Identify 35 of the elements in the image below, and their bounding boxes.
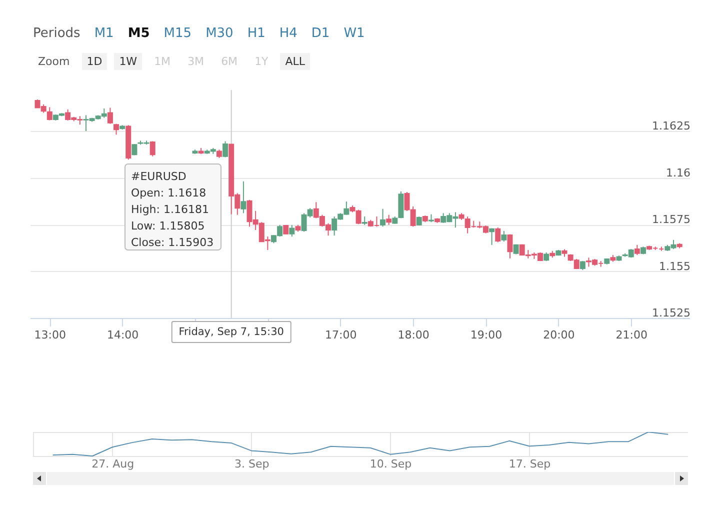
text: M30 [206,26,234,41]
x-tick-label: 17:00 [325,328,357,342]
text: 1D [82,53,108,70]
text: Zoom [37,54,71,70]
text: ALL [280,53,310,70]
y-tick-label: 1.155 [659,260,690,273]
annotation: High: 1.16181 [131,203,209,216]
y-tick-label: 1.1525 [652,306,690,320]
text: H4 [279,26,298,41]
x-tick-label: 14:00 [106,328,139,342]
x-tick-label: 10. Sep [370,458,412,470]
x-tick-label: 17. Sep [508,458,551,470]
text: M1 [94,26,114,41]
text: H1 [247,26,266,41]
annotation: #EURUSD [131,170,186,183]
annotation: Open: 1.1618 [131,186,206,200]
x-tick-label: 13:00 [34,328,66,342]
ref-line-label: Friday, Sep 7, 15:30 [172,321,291,343]
text: M5 [128,26,150,41]
x-tick-label: 3. Sep [234,458,270,470]
annotation: Low: 1.15805 [131,220,205,232]
text: M15 [164,26,192,41]
x-tick-label: 18:00 [398,328,430,342]
x-tick-label: 21:00 [616,328,648,342]
y-tick-label: 1.1625 [652,120,690,133]
text: 1W [114,53,142,70]
x-tick-label: 19:00 [470,328,502,342]
y-tick-label: 1.16 [666,166,690,180]
text: Periods [33,26,80,41]
text: D1 [311,26,330,41]
text: W1 [344,26,365,41]
annotation: Close: 1.15903 [131,236,214,249]
x-tick-label: 20:00 [543,328,575,342]
x-tick-label: 27. Aug [92,458,134,470]
y-tick-label: 1.1575 [652,213,690,226]
